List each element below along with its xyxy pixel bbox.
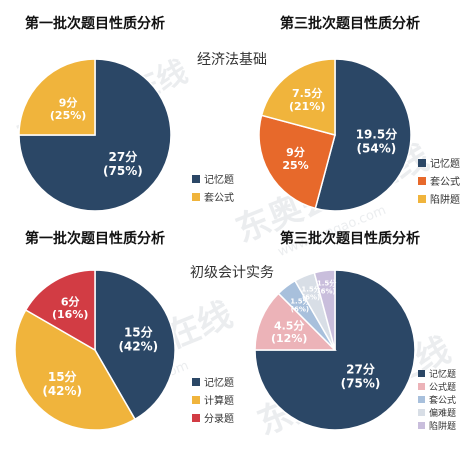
legend-swatch: [192, 193, 200, 201]
pie-value-label: 15分: [48, 369, 77, 384]
pie-percent-label: (54%): [357, 142, 397, 156]
pie-percent-label: (42%): [118, 339, 158, 353]
pie-slice: [254, 292, 337, 351]
legend-swatch: [192, 414, 200, 422]
pie-slice: [260, 58, 336, 136]
legend-swatch: [192, 396, 200, 404]
pie-slice: [18, 58, 96, 136]
legend-label: 套公式: [429, 394, 456, 406]
pie-slice: [313, 269, 336, 351]
legend-label: 公式题: [429, 381, 456, 393]
pie-percent-label: (75%): [341, 377, 381, 391]
pie-slice: [258, 114, 336, 210]
legend-label: 计算题: [204, 394, 234, 407]
legend-swatch: [418, 370, 425, 377]
pie-slice: [14, 308, 137, 431]
section-subject-bottom: 初级会计实务: [190, 264, 274, 281]
legend-label: 陷阱题: [429, 420, 456, 432]
pie-value-label: 19.5分: [356, 127, 398, 142]
pie-slice: [18, 58, 172, 212]
legend-swatch: [192, 175, 200, 183]
legend-swatch: [418, 383, 425, 390]
section-subject-top: 经济法基础: [197, 51, 267, 68]
pie-value-label: 7.5分: [292, 86, 323, 100]
chart-title: 第一批次题目性质分析: [25, 15, 165, 32]
pie-value-label: 4.5分: [274, 318, 305, 332]
pie-value-label: 6分: [61, 294, 80, 308]
legend-swatch: [418, 159, 426, 167]
pie-percent-label: (42%): [42, 384, 82, 398]
pie-slice: [24, 269, 96, 352]
legend-swatch: [192, 378, 200, 386]
legend-label: 记忆题: [204, 376, 234, 389]
pie-value-label: 27分: [109, 149, 138, 164]
pie-value-label: 15分: [124, 325, 153, 340]
legend-label: 套公式: [430, 175, 460, 188]
legend-label: 偏难题: [429, 407, 456, 419]
legend-swatch: [418, 177, 426, 185]
chart-title: 第三批次题目性质分析: [280, 230, 420, 247]
legend-swatch: [418, 422, 425, 429]
pie-value-label: 1.5分: [290, 296, 309, 305]
legend-label: 记忆题: [429, 368, 456, 380]
pie-percent-label: 25%: [282, 159, 308, 172]
pie-value-label: 1.5分: [301, 284, 320, 293]
pie-slice: [314, 58, 412, 212]
legend-swatch: [418, 396, 425, 403]
pie-chart: 27分(75%)4.5分(12%)1.5分(6%)1.5分(6%)1.5分(6%…: [254, 269, 456, 432]
pie-percent-label: (6%): [291, 305, 309, 313]
pie-percent-label: (12%): [271, 332, 307, 345]
pie-value-label: 1.5分: [317, 279, 336, 288]
pie-value-label: 27分: [346, 362, 375, 377]
legend-label: 分录题: [204, 413, 234, 425]
pie-percent-label: (75%): [103, 164, 143, 178]
pie-value-label: 9分: [286, 145, 305, 159]
pie-value-label: 9分: [59, 96, 78, 110]
legend-label: 记忆题: [204, 173, 234, 186]
pie-percent-label: (6%): [317, 288, 335, 296]
pie-percent-label: (25%): [50, 109, 86, 122]
pie-percent-label: (6%): [302, 293, 320, 301]
legend-swatch: [418, 409, 425, 416]
chart-title: 第一批次题目性质分析: [25, 230, 165, 247]
legend-label: 记忆题: [430, 157, 460, 170]
chart-title: 第三批次题目性质分析: [280, 15, 420, 32]
legend-label: 套公式: [204, 191, 234, 204]
legend-swatch: [418, 195, 426, 203]
pie-percent-label: (16%): [52, 308, 88, 321]
legend-label: 陷阱题: [430, 193, 460, 206]
pie-percent-label: (21%): [289, 100, 325, 113]
pie-slice: [94, 269, 176, 421]
